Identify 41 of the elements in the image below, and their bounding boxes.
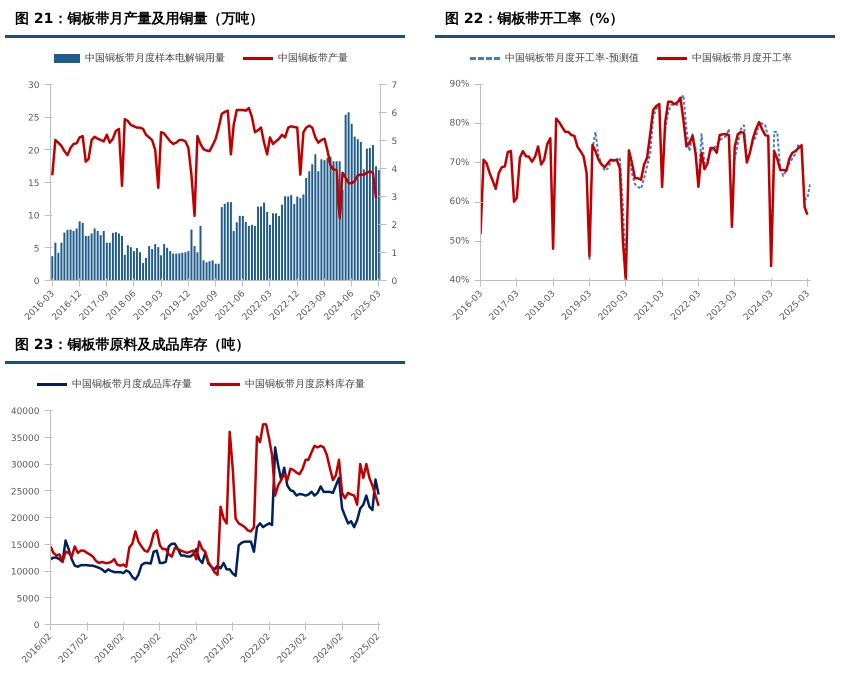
chart-title: 图 22：铜板带开工率（%） — [435, 5, 835, 38]
line-series — [51, 106, 378, 220]
y2-tick-label: 6 — [392, 109, 398, 119]
line-series — [50, 423, 380, 576]
y2-tick-label: 2 — [392, 221, 398, 231]
y-tick-label: 40000 — [10, 407, 40, 417]
y-tick-label: 30000 — [10, 460, 40, 470]
y2-tick-label: 7 — [392, 81, 398, 91]
y2-tick-label: 0 — [392, 277, 398, 287]
y-tick-label: 20 — [28, 146, 40, 156]
legend-label: 中国铜板带月度开工率-预测值 — [504, 53, 639, 64]
y-tick-label: 50% — [449, 236, 470, 246]
y-tick-label: 35000 — [10, 434, 40, 444]
legend-label: 中国铜板带月度样本电解铜用量 — [84, 53, 225, 64]
y-tick-label: 80% — [449, 118, 470, 129]
y-tick-label: 90% — [449, 80, 470, 90]
y-tick-label: 40% — [449, 276, 470, 286]
y-tick-label: 10 — [28, 212, 40, 222]
y2-tick-label: 3 — [392, 193, 398, 203]
y-tick-label: 25000 — [10, 487, 40, 498]
y-tick-label: 25 — [28, 114, 40, 124]
legend-label: 中国铜板带月度成品库存量 — [71, 379, 192, 390]
y-tick-label: 10000 — [10, 568, 40, 578]
y2-tick-label: 5 — [392, 137, 398, 147]
y-tick-label: 5000 — [16, 594, 40, 604]
y-tick-label: 0 — [34, 621, 40, 631]
y-tick-label: 0 — [34, 277, 40, 287]
y-tick-label: 15 — [28, 179, 40, 189]
chart-title: 图 23：铜板带原料及成品库存（吨） — [5, 331, 405, 364]
y-tick-label: 15000 — [10, 540, 40, 551]
legend-label: 中国铜板带月度原料库存量 — [244, 379, 365, 390]
y2-tick-label: 4 — [392, 165, 398, 175]
chart-title: 图 21：铜板带月产量及用铜量（万吨） — [5, 5, 405, 38]
y-tick-label: 60% — [449, 197, 470, 208]
y2-tick-label: 1 — [392, 249, 398, 259]
y-tick-label: 5 — [34, 244, 40, 254]
y-tick-label: 30 — [28, 81, 40, 91]
legend-label: 中国铜板带产量 — [277, 53, 348, 64]
legend-label: 中国铜板带月度开工率 — [690, 53, 792, 64]
y-tick-label: 70% — [449, 158, 470, 168]
y-tick-label: 20000 — [10, 514, 40, 524]
